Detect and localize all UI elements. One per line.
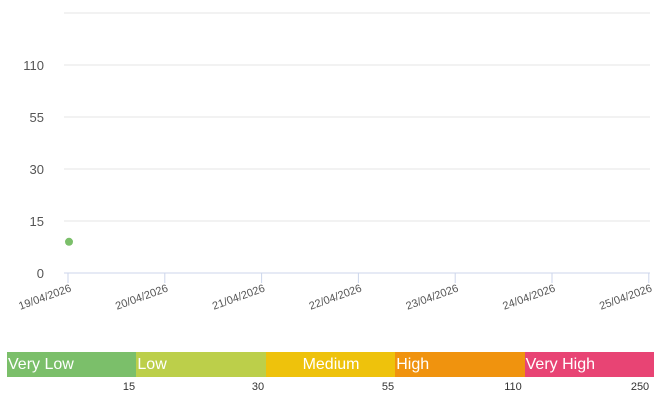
grid-lines: [64, 12, 650, 222]
legend-band-label: Medium: [302, 356, 360, 373]
x-tick-label: 20/04/2026: [114, 283, 170, 313]
threshold-label: 30: [251, 381, 265, 393]
legend-band-very-high: Very High: [524, 352, 655, 377]
x-tick-label: 22/04/2026: [308, 283, 364, 313]
threshold-label: 110: [504, 381, 522, 393]
x-tick-label: 25/04/2026: [598, 283, 654, 313]
legend-band-label: Very Low: [8, 356, 74, 373]
x-tick-label: 19/04/2026: [17, 283, 73, 313]
y-tick-label: 15: [30, 214, 44, 229]
threshold-label: 55: [381, 381, 395, 393]
y-tick-label: 0: [37, 266, 44, 281]
data-points: [65, 237, 73, 246]
legend-band-high: High: [395, 352, 525, 377]
threshold-label: 15: [122, 381, 136, 393]
x-tick-labels: 19/04/2026 20/04/2026 21/04/2026 22/04/2026…: [17, 283, 654, 313]
y-tick-labels: 0 15 30 55 110: [23, 58, 44, 281]
legend-band-label: Very High: [525, 356, 595, 373]
y-tick-label: 55: [30, 110, 44, 125]
threshold-label: 250: [630, 381, 650, 393]
data-point: [65, 237, 73, 246]
legend-band-low: Low: [136, 352, 266, 377]
legend-band-label: High: [396, 356, 430, 373]
legend-band-very-low: Very Low: [7, 352, 137, 377]
y-tick-label: 110: [23, 58, 44, 73]
legend-band-label: Low: [137, 356, 167, 373]
legend-band-medium: Medium: [265, 352, 396, 377]
legend-thresholds: 15 30 55 110 250: [7, 381, 654, 393]
risk-legend: Very Low Low Medium High Very High: [7, 352, 655, 377]
x-tick-label: 21/04/2026: [211, 283, 267, 313]
axes: [64, 272, 650, 283]
chart: 0 15 30 55 110 19/04/2026 20/04/2026 21/04/202…: [17, 12, 654, 313]
x-tick-label: 23/04/2026: [404, 283, 460, 313]
y-tick-label: 30: [30, 162, 44, 177]
x-tick-label: 24/04/2026: [501, 283, 557, 313]
